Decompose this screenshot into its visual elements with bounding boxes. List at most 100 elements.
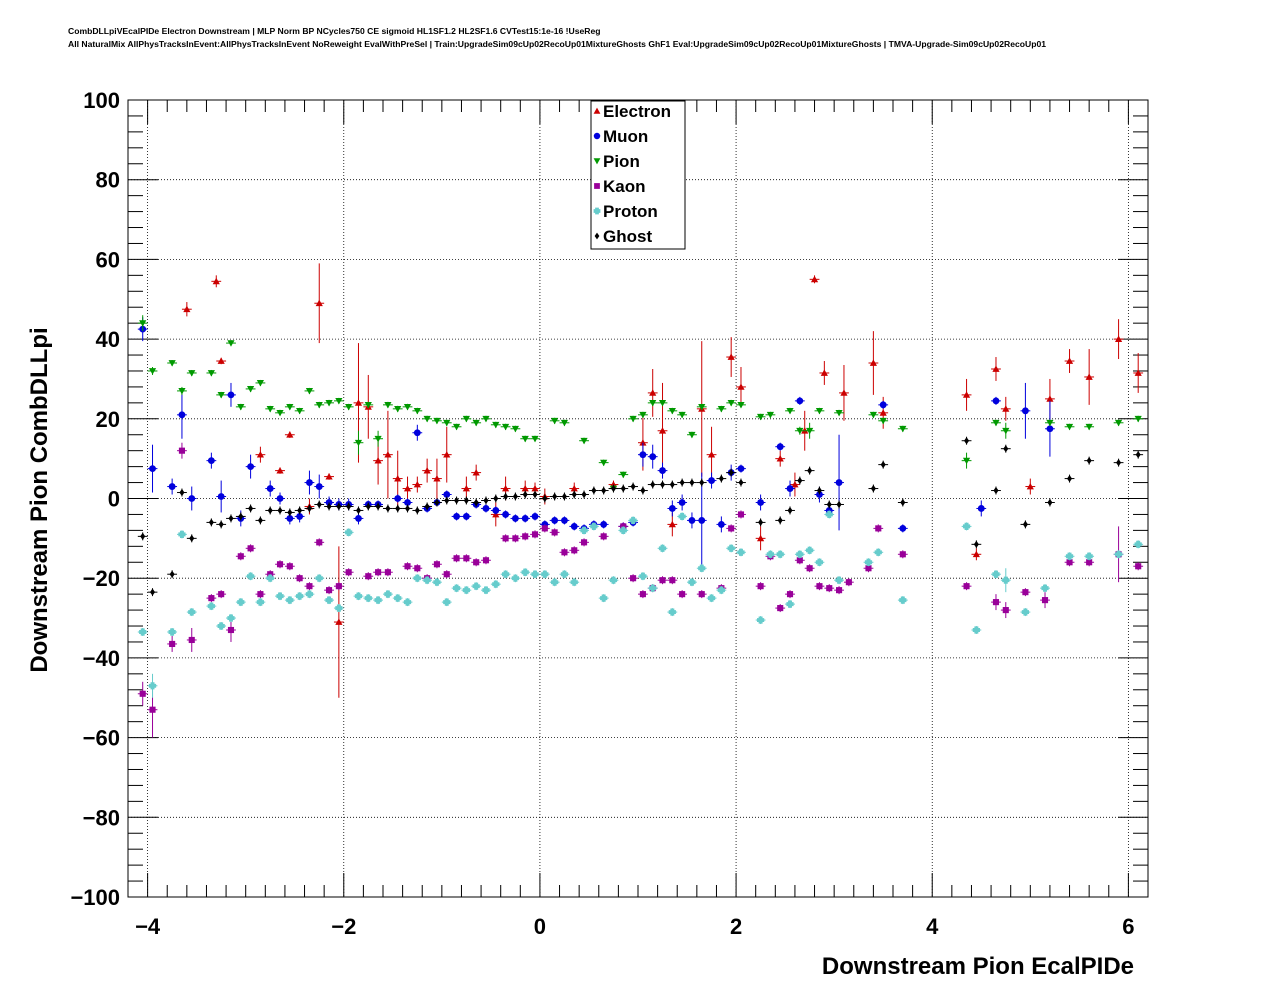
data-point	[580, 539, 588, 546]
data-point	[183, 305, 191, 313]
data-point	[345, 403, 353, 411]
data-point	[561, 516, 568, 524]
data-point	[394, 405, 402, 413]
y-tick-label: −100	[70, 885, 120, 910]
data-point	[836, 500, 842, 509]
data-point	[1085, 373, 1093, 380]
data-point	[355, 506, 362, 515]
data-point	[217, 357, 225, 364]
data-point	[316, 539, 323, 546]
data-point	[580, 526, 588, 534]
data-point	[414, 565, 421, 572]
data-point	[737, 465, 745, 473]
data-point	[1085, 423, 1093, 431]
data-point	[521, 484, 529, 492]
data-point	[463, 555, 470, 562]
data-point	[413, 574, 421, 582]
data-point	[257, 591, 264, 598]
data-point	[571, 547, 578, 554]
data-point	[639, 439, 647, 446]
data-point	[629, 516, 637, 525]
data-point	[403, 484, 412, 492]
data-point	[591, 486, 597, 495]
data-point	[570, 522, 578, 530]
data-point	[810, 275, 819, 283]
data-point	[619, 471, 627, 479]
data-point	[688, 578, 696, 586]
data-point	[776, 455, 784, 462]
data-point	[786, 591, 794, 598]
data-point	[570, 578, 578, 586]
data-point	[757, 583, 764, 590]
data-point	[708, 477, 715, 484]
data-point	[325, 587, 333, 594]
data-point	[208, 518, 214, 527]
data-point	[1067, 474, 1073, 483]
data-point	[649, 399, 657, 407]
data-point	[207, 370, 215, 377]
data-point	[482, 557, 490, 564]
data-point	[511, 574, 520, 582]
data-point	[698, 516, 706, 524]
data-point	[1134, 415, 1142, 423]
data-point	[639, 411, 647, 419]
legend-marker-electron	[593, 107, 601, 114]
data-point	[1002, 427, 1010, 435]
data-point	[346, 502, 352, 511]
data-point	[609, 576, 618, 584]
data-point	[1046, 395, 1054, 402]
legend-marker-ghost	[594, 232, 600, 240]
data-point	[679, 591, 686, 598]
data-point	[601, 486, 607, 495]
data-point	[698, 403, 706, 411]
data-point	[501, 570, 510, 578]
data-point	[325, 472, 333, 480]
data-point	[326, 502, 332, 511]
data-point	[727, 353, 735, 360]
data-point	[815, 558, 824, 566]
data-point	[413, 480, 421, 488]
data-point	[188, 370, 196, 377]
data-point	[374, 596, 382, 604]
data-point	[443, 571, 450, 578]
data-point	[972, 550, 980, 558]
data-point	[492, 421, 500, 429]
data-point	[865, 565, 872, 572]
data-point	[1116, 459, 1122, 467]
data-point	[521, 568, 529, 576]
data-point	[443, 598, 451, 606]
data-point	[806, 427, 814, 435]
data-point	[296, 513, 304, 520]
data-point	[756, 413, 765, 421]
data-point	[492, 580, 500, 588]
data-point	[1135, 563, 1142, 570]
data-point	[267, 506, 273, 515]
data-point	[992, 419, 1000, 427]
data-point	[1003, 445, 1009, 453]
data-point	[296, 407, 304, 415]
data-point	[178, 530, 186, 538]
data-point	[669, 577, 676, 584]
data-point	[707, 451, 716, 458]
x-tick-label: −4	[135, 914, 161, 939]
data-point	[1114, 419, 1123, 427]
data-point	[1134, 540, 1142, 548]
legend-label-electron: Electron	[603, 102, 671, 121]
data-point	[786, 600, 794, 608]
data-point	[581, 490, 587, 499]
data-point	[688, 431, 696, 439]
data-point	[669, 480, 675, 489]
legend-label-kaon: Kaon	[603, 177, 646, 196]
data-point	[1041, 584, 1049, 592]
data-point	[899, 551, 906, 558]
data-point	[766, 411, 775, 419]
data-point	[1114, 550, 1123, 558]
data-point	[787, 506, 793, 515]
data-point	[649, 453, 657, 461]
data-point	[384, 401, 392, 409]
data-point	[1041, 597, 1049, 604]
x-tick-label: 6	[1122, 914, 1134, 939]
y-tick-label: 100	[83, 88, 120, 113]
data-point	[639, 591, 646, 598]
